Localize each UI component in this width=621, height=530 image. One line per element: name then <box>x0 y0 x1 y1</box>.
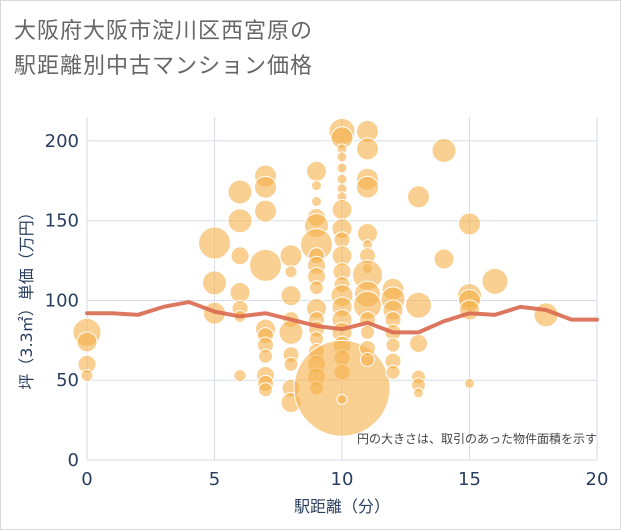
bubble-point <box>283 356 299 372</box>
bubble-point <box>413 387 424 399</box>
bubble-point <box>360 324 375 340</box>
bubble-point <box>336 393 348 405</box>
size-annotation: 円の大きさは、取引のあった物件面積を示す <box>357 431 597 446</box>
bubble-point <box>278 319 304 345</box>
y-axis-title: 坪（3.3㎡）単価（万円） <box>17 204 36 389</box>
x-tick-label: 0 <box>81 469 92 490</box>
chart-title: 大阪府大阪市淀川区西宮原の 駅距離別中古マンション価格 <box>14 14 313 84</box>
bubble-point <box>198 226 231 260</box>
bubble-point <box>409 334 428 354</box>
bubble-point <box>481 267 509 295</box>
y-tick-label: 0 <box>68 450 79 471</box>
title-line-2: 駅距離別中古マンション価格 <box>14 54 314 79</box>
bubble-point <box>336 162 348 174</box>
bubble-point <box>431 138 457 164</box>
bubble-point <box>233 368 247 382</box>
bubble-point <box>280 285 302 307</box>
trend-line-series <box>85 300 599 335</box>
title-line-1: 大阪府大阪市淀川区西宮原の <box>14 19 314 44</box>
bubble-point <box>385 337 401 353</box>
bubble-series <box>72 117 559 437</box>
average-price-line <box>85 300 599 335</box>
bubble-point <box>336 173 348 185</box>
x-axis-title: 駅距離（分） <box>294 497 390 516</box>
bubble-point <box>433 248 455 270</box>
x-tick-label: 15 <box>458 469 481 490</box>
bubble-point <box>309 280 324 296</box>
bubble-point <box>254 175 277 199</box>
y-tick-label: 150 <box>45 211 79 232</box>
bubble-point <box>464 377 475 389</box>
bubble-point <box>385 364 401 380</box>
bubble-point <box>331 199 353 221</box>
bubble-point <box>258 382 273 398</box>
bubble-point <box>407 185 430 209</box>
bubble-point <box>306 160 327 182</box>
bubble-point <box>229 281 251 303</box>
bubble-point <box>80 368 94 382</box>
bubble-point <box>254 199 277 223</box>
bubble-point <box>279 244 303 268</box>
bubble-point <box>356 137 379 161</box>
bubble-point <box>311 196 322 208</box>
bubble-point <box>293 339 391 437</box>
bubble-point <box>336 151 348 163</box>
y-tick-label: 50 <box>56 370 79 391</box>
bubble-point <box>227 208 253 234</box>
bubble-point <box>356 175 379 199</box>
bubble-point <box>202 270 227 296</box>
bubble-point <box>76 331 98 353</box>
bubble-point <box>284 265 298 279</box>
x-tick-label: 20 <box>586 469 609 490</box>
x-tick-label: 5 <box>209 469 220 490</box>
bubble-point <box>230 246 250 266</box>
y-tick-label: 100 <box>45 290 79 311</box>
bubble-point <box>360 351 375 367</box>
bubble-point <box>227 179 253 205</box>
bubble-point <box>258 348 273 364</box>
y-tick-label: 200 <box>45 131 79 152</box>
bubble-point <box>405 291 432 319</box>
bubble-point <box>311 180 322 192</box>
bubble-point <box>458 212 481 236</box>
x-tick-label: 10 <box>331 469 354 490</box>
bubble-point <box>249 248 282 282</box>
